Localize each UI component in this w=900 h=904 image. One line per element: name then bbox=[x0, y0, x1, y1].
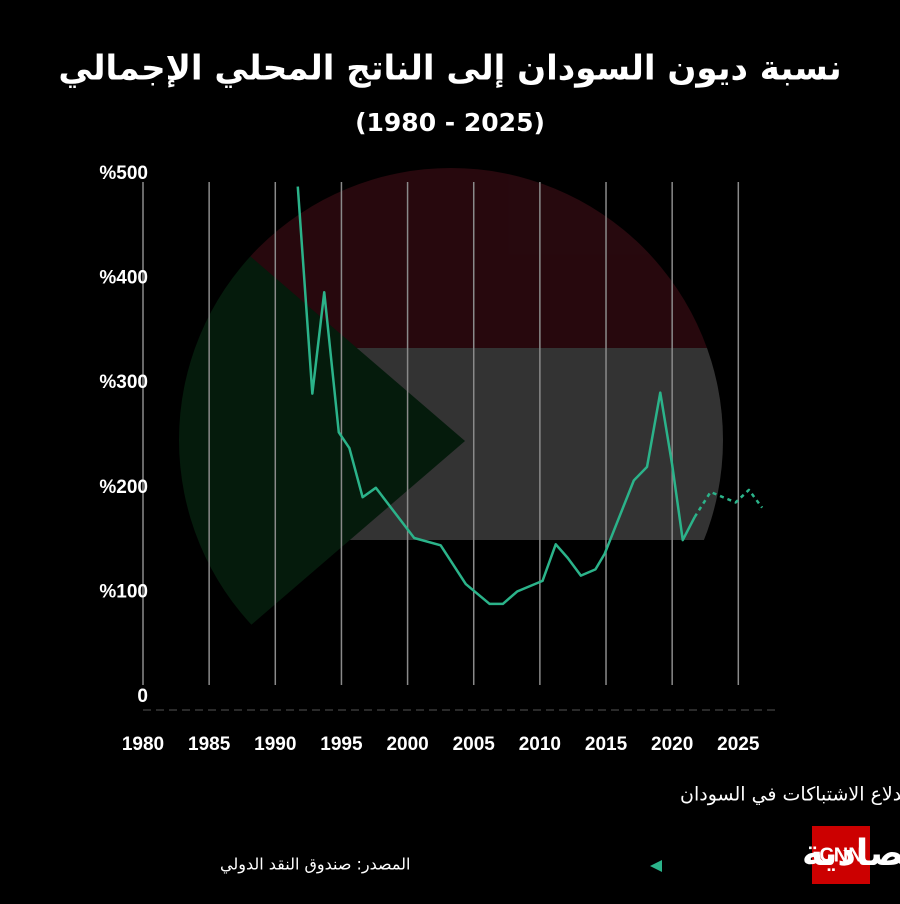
x-tick-label: 2000 bbox=[386, 734, 428, 755]
y-tick-label: 0 bbox=[137, 686, 148, 707]
logo-box bbox=[812, 826, 870, 884]
x-tick-label: 1980 bbox=[122, 734, 164, 755]
y-tick-label: %500 bbox=[99, 163, 148, 184]
chart-title: نسبة ديون السودان إلى الناتج المحلي الإج… bbox=[58, 49, 841, 89]
x-tick-label: 2020 bbox=[651, 734, 693, 755]
x-tick-label: 2025 bbox=[717, 734, 760, 755]
logo: CNN bbox=[819, 844, 862, 866]
y-tick-label: %300 bbox=[99, 372, 148, 393]
brand-mark bbox=[650, 860, 662, 872]
line-series bbox=[693, 488, 764, 518]
y-tick-label: %100 bbox=[99, 581, 148, 602]
note: ملاحظة: البيانات تعود إلى فترة ما قبل ان… bbox=[680, 784, 900, 807]
x-tick-label: 1985 bbox=[188, 734, 231, 755]
brand-name: الاقتصادية bbox=[802, 833, 900, 874]
source: المصدر: صندوق النقد الدولي bbox=[220, 855, 410, 875]
y-tick-label: %400 bbox=[99, 268, 148, 289]
x-tick-label: 1995 bbox=[320, 734, 363, 755]
chart-subtitle: (1980 - 2025) bbox=[355, 108, 545, 137]
x-tick-label: 2015 bbox=[585, 734, 628, 755]
flag-background bbox=[179, 168, 723, 712]
x-tick-label: 2005 bbox=[453, 734, 496, 755]
x-tick-label: 1990 bbox=[254, 734, 296, 755]
y-tick-label: %200 bbox=[99, 477, 148, 498]
line-series bbox=[296, 186, 696, 606]
x-tick-label: 2010 bbox=[519, 734, 561, 755]
